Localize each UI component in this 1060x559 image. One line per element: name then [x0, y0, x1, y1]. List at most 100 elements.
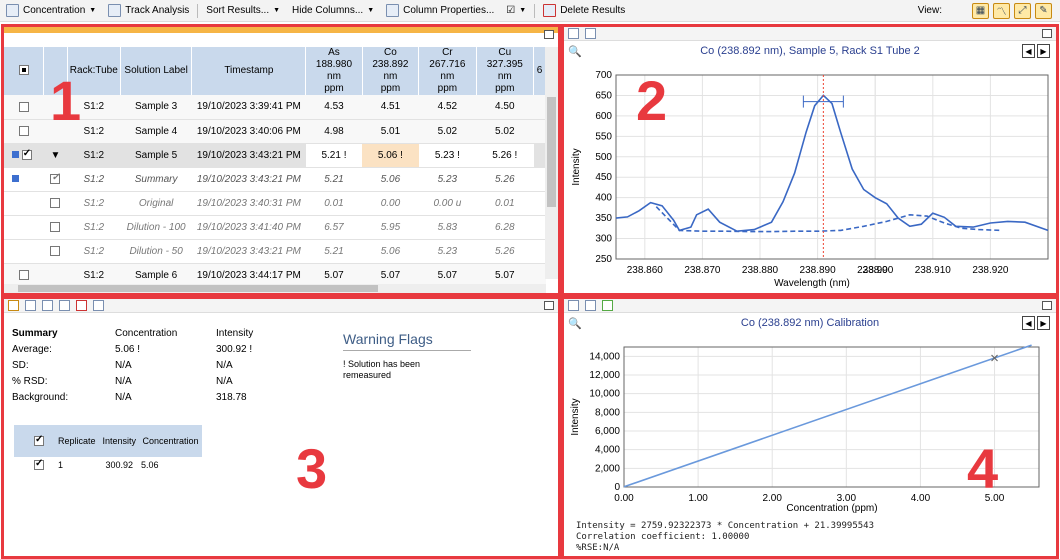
header-rack[interactable]: Rack:Tube	[67, 47, 121, 95]
next-icon[interactable]: ▶	[1037, 316, 1050, 330]
spectrum-view-icon[interactable]	[568, 28, 579, 39]
row-check[interactable]	[4, 95, 44, 120]
row-checkbox[interactable]	[50, 197, 61, 208]
settings-icon[interactable]	[602, 300, 613, 311]
cell-cr: 5.23	[418, 239, 477, 264]
row-checkbox[interactable]	[18, 101, 29, 112]
overlay-view-icon[interactable]	[585, 28, 596, 39]
header-more[interactable]: 6	[533, 47, 546, 95]
chart-icon[interactable]	[25, 300, 36, 311]
header-as[interactable]: As 188.980 nm ppm	[305, 47, 363, 95]
summary-row: Background: N/A 318.78	[12, 389, 316, 405]
table-row[interactable]: S1:2 Sample 4 19/10/2023 3:40:06 PM 4.98 5.…	[4, 119, 546, 144]
cell-as: 4.98	[305, 119, 363, 144]
cell-co: 5.07	[362, 263, 419, 288]
sub-check[interactable]	[43, 239, 68, 264]
cell-cr: 5.07	[418, 263, 477, 288]
cell-more	[533, 167, 546, 192]
chevron-down-icon: ▼	[367, 7, 375, 14]
cell-co[interactable]: 5.06 !	[362, 143, 419, 168]
scroll-thumb[interactable]	[18, 285, 378, 292]
calibration-view-icon[interactable]	[568, 300, 579, 311]
collapse-icon[interactable]: ▼	[43, 143, 68, 168]
header-cr[interactable]: Cr 267.716 nm ppm	[418, 47, 477, 95]
row-checkbox[interactable]	[50, 172, 61, 184]
summary-icon[interactable]	[8, 300, 19, 311]
row-checkbox[interactable]	[18, 125, 29, 136]
cell-co: 5.06	[362, 167, 419, 192]
sub-check[interactable]	[43, 167, 68, 192]
x-tick-label: 238.910	[915, 265, 952, 276]
columns-icon	[386, 4, 400, 17]
header-label[interactable]: Solution Label	[120, 47, 193, 95]
row-checkbox[interactable]	[21, 148, 32, 160]
sort-results-dropdown[interactable]: Sort Results... ▼	[200, 0, 286, 22]
replicate-row[interactable]: 1 300.92 5.06	[14, 457, 202, 473]
table-row[interactable]: S1:2 Sample 3 19/10/2023 3:39:41 PM 4.53 4.…	[4, 95, 546, 120]
row-check[interactable]	[4, 263, 44, 288]
replicate-check[interactable]	[14, 457, 56, 473]
table-row[interactable]: S1:2 Sample 6 19/10/2023 3:44:17 PM 5.07 5.…	[4, 263, 546, 288]
restore-icon[interactable]	[1042, 29, 1052, 38]
next-icon[interactable]: ▶	[1037, 44, 1050, 58]
zoom-icon[interactable]: 🔍	[568, 46, 582, 58]
cell-label: Sample 4	[120, 119, 192, 144]
view-calibration-button[interactable]: ⤢	[1014, 2, 1031, 19]
table-icon[interactable]	[42, 300, 53, 311]
x-tick-label: 238.870	[684, 265, 721, 276]
replicate-checkbox[interactable]	[34, 458, 44, 471]
select-all-header[interactable]	[4, 47, 45, 95]
restore-icon[interactable]	[544, 301, 554, 310]
prev-icon[interactable]: ◀	[1022, 44, 1035, 58]
view-table-button[interactable]: ▦	[972, 2, 989, 19]
x-tick-label: 4.00	[911, 493, 931, 504]
row-checkbox[interactable]	[50, 221, 61, 232]
scroll-thumb[interactable]	[547, 97, 556, 207]
sub-check[interactable]	[43, 191, 68, 216]
view-spectrum-button[interactable]: 〽	[993, 2, 1010, 19]
sub-check[interactable]	[43, 215, 68, 240]
replicate-select-all[interactable]	[34, 434, 44, 447]
x-tick-label: 238.880	[742, 265, 779, 276]
vertical-scrollbar[interactable]	[545, 47, 558, 279]
co-element: Co	[384, 47, 397, 58]
delete-results-button[interactable]: Delete Results	[537, 0, 631, 22]
hide-columns-dropdown[interactable]: Hide Columns... ▼	[286, 0, 380, 22]
header-co[interactable]: Co 238.892 nm ppm	[362, 47, 420, 95]
row-indicator	[4, 215, 44, 240]
stat-intensity: N/A	[216, 375, 233, 387]
table-subrow[interactable]: S1:2 Original 19/10/2023 3:40:31 PM 0.01 0.…	[4, 191, 546, 216]
row-check[interactable]	[4, 143, 44, 168]
view-summary-button[interactable]: ✎	[1035, 2, 1052, 19]
header-timestamp[interactable]: Timestamp	[191, 47, 307, 95]
residual-view-icon[interactable]	[585, 300, 596, 311]
results-panel: 1 Rack:Tube Solution Label Timestamp As 1…	[1, 24, 561, 296]
select-all-checkbox[interactable]	[18, 65, 29, 76]
column-properties-button[interactable]: Column Properties...	[380, 0, 500, 22]
prev-icon[interactable]: ◀	[1022, 316, 1035, 330]
zoom-icon[interactable]: 🔍	[568, 318, 582, 330]
row-check[interactable]	[4, 119, 44, 144]
calibration-equation: Intensity = 2759.92322373 * Concentratio…	[576, 521, 874, 554]
row-checkbox[interactable]	[50, 245, 61, 256]
report-icon[interactable]	[93, 300, 104, 311]
spectrum-chart[interactable]: 250 300 350 400 450 500 550 600 650 700 238.860 238…	[564, 43, 1056, 293]
table-subrow[interactable]: S1:2 Dilution - 100 19/10/2023 3:41:40 PM …	[4, 215, 546, 240]
replicate-check-header[interactable]	[14, 425, 56, 457]
bar-icon[interactable]	[59, 300, 70, 311]
restore-icon[interactable]	[1042, 301, 1052, 310]
horizontal-scrollbar[interactable]	[4, 284, 546, 293]
co-unit: ppm	[380, 83, 401, 94]
track-analysis-button[interactable]: Track Analysis	[102, 0, 195, 22]
restore-icon[interactable]	[544, 30, 554, 39]
header-cu[interactable]: Cu 327.395 nm ppm	[476, 47, 535, 95]
table-subrow[interactable]: S1:2 Dilution - 50 19/10/2023 3:43:21 PM 5…	[4, 239, 546, 264]
co-line: 238.892 nm	[372, 59, 409, 82]
calibration-chart[interactable]: 0 2,000 4,000 6,000 8,000 10,000 12,000 14,000 0…	[564, 313, 1056, 523]
row-checkbox[interactable]	[18, 269, 29, 280]
flag-icon[interactable]	[76, 300, 87, 311]
concentration-dropdown[interactable]: Concentration ▼	[0, 0, 102, 22]
check-dropdown[interactable]: ☑ ▼	[500, 0, 532, 22]
